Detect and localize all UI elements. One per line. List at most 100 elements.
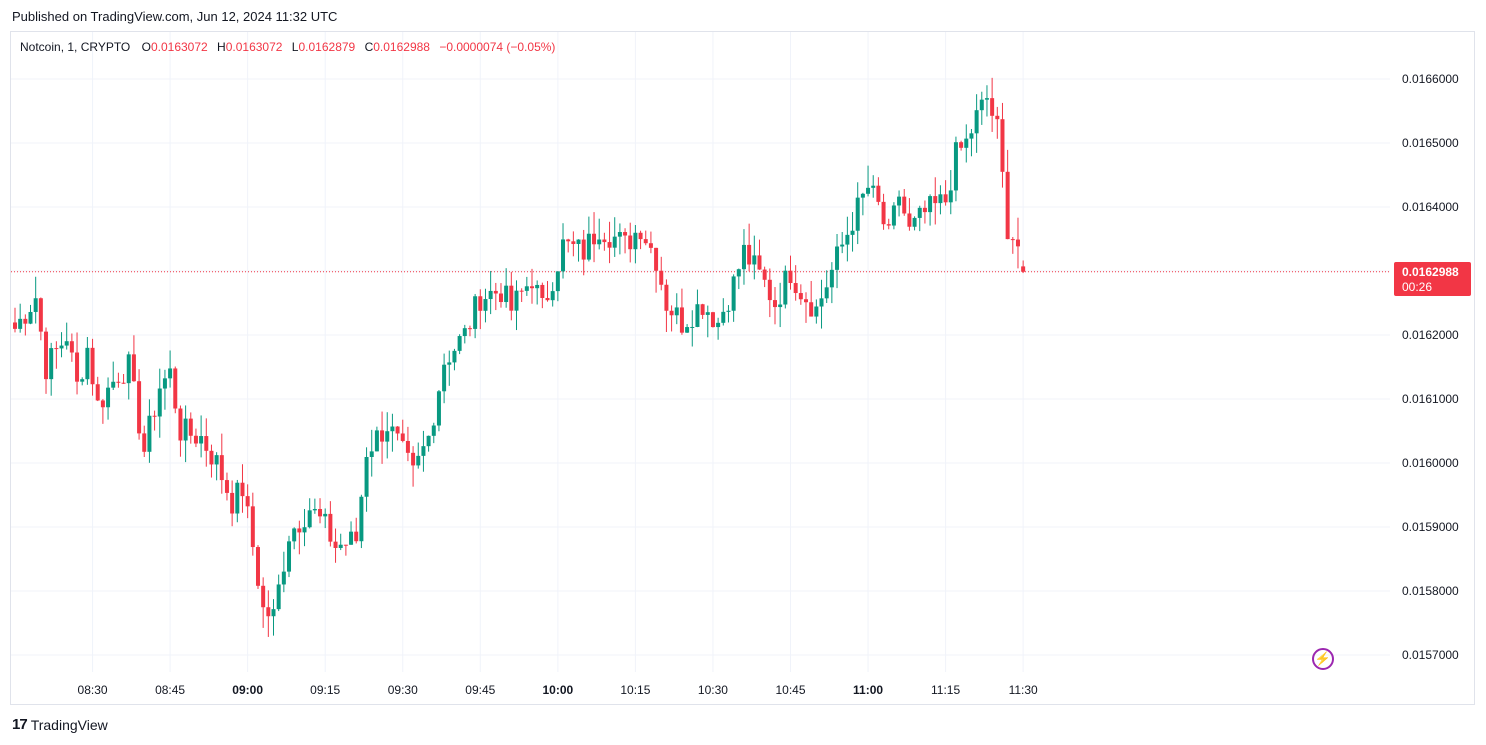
candle-body <box>721 311 726 323</box>
x-tick-label: 09:00 <box>232 683 263 697</box>
candle-body <box>1005 171 1010 240</box>
candle-body <box>380 430 385 442</box>
candle-body <box>1021 266 1026 272</box>
legend-symbol: Notcoin, 1, CRYPTO <box>20 40 131 54</box>
candle-body <box>13 322 17 329</box>
candle-body <box>674 307 679 316</box>
candle-body <box>302 527 307 533</box>
x-tick-label: 11:30 <box>1009 683 1038 697</box>
candle-body <box>855 197 860 231</box>
candle-body <box>157 388 162 417</box>
candle-body <box>819 298 824 307</box>
candle-body <box>452 350 457 363</box>
legend-low: 0.0162879 <box>298 40 356 54</box>
candle-body <box>28 311 33 324</box>
candle-body <box>168 368 173 379</box>
candle-body <box>736 269 741 277</box>
candle-body <box>498 293 503 303</box>
footer-brand-name: TradingView <box>30 716 108 733</box>
x-axis: 08:30 08:45 09:00 09:15 09:30 09:45 10:00 10:15… <box>78 683 1039 697</box>
candle-body <box>209 450 214 465</box>
y-tick-label: 0.0160000 <box>1402 456 1459 470</box>
x-tick-label: 08:30 <box>78 683 108 697</box>
y-tick-label: 0.0158000 <box>1402 584 1459 598</box>
candle-body <box>240 482 245 497</box>
candle-body <box>928 196 933 213</box>
candle-body <box>359 496 364 542</box>
candle-body <box>292 528 297 542</box>
candle-body <box>938 194 943 204</box>
x-tick-label: 09:15 <box>310 683 340 697</box>
legend-close: 0.0162988 <box>373 40 430 54</box>
candle-body <box>111 381 116 388</box>
candle-body <box>250 506 255 548</box>
candle-body <box>493 290 498 294</box>
candle-body <box>943 194 948 203</box>
candle-body <box>85 347 90 380</box>
candle-body <box>69 341 74 353</box>
candle-body <box>964 138 969 148</box>
candle-body <box>685 327 690 333</box>
candle-body <box>535 284 540 289</box>
lightning-icon[interactable]: ⚡ <box>1312 648 1334 670</box>
legend-close-label: C <box>364 40 374 54</box>
candle-body <box>488 290 493 300</box>
candle-body <box>643 239 648 244</box>
candle-body <box>478 296 483 311</box>
candle-body <box>343 544 348 546</box>
candle-body <box>814 306 819 317</box>
footer-brand: 17 TradingView <box>12 716 108 733</box>
candle-body <box>204 436 209 451</box>
last-price-badge: 0.0162988 00:26 <box>1394 262 1471 296</box>
candle-body <box>741 244 746 270</box>
x-tick-label: 11:15 <box>931 683 960 697</box>
candle-body <box>829 269 834 288</box>
candle-body <box>752 255 757 265</box>
y-tick-label: 0.0165000 <box>1402 136 1459 150</box>
candle-body <box>214 455 219 465</box>
candle-body <box>860 193 865 198</box>
chart-frame[interactable] <box>10 31 1475 705</box>
candle-body <box>504 285 509 303</box>
candle-body <box>235 482 240 514</box>
candle-body <box>312 508 317 511</box>
candle-body <box>633 232 638 250</box>
candle-body <box>483 299 488 311</box>
candle-body <box>933 196 938 204</box>
candle-body <box>95 384 100 401</box>
candle-body <box>990 98 995 116</box>
bar-countdown: 00:26 <box>1402 280 1433 294</box>
candle-body <box>121 382 126 384</box>
candle-body <box>628 235 633 250</box>
x-tick-label: 09:30 <box>388 683 418 697</box>
legend-high-label: H <box>217 40 226 54</box>
candle-body <box>323 513 328 517</box>
candle-body <box>550 291 555 301</box>
candle-body <box>597 239 602 245</box>
candle-body <box>669 310 674 316</box>
candle-body <box>349 531 354 545</box>
candle-body <box>953 142 958 191</box>
candle-body <box>979 99 984 111</box>
candle-body <box>617 232 622 237</box>
candle-body <box>473 296 478 329</box>
candle-body <box>369 451 374 457</box>
candle-body <box>33 298 38 312</box>
candle-body <box>178 408 183 441</box>
x-tick-label: 10:30 <box>698 683 728 697</box>
candle-body <box>64 341 69 346</box>
candle-body <box>984 98 989 100</box>
candle-body <box>783 270 788 305</box>
tradingview-logo-icon: 17 <box>12 716 28 733</box>
y-tick-label: 0.0164000 <box>1402 200 1459 214</box>
candle-body <box>586 233 591 260</box>
candle-body <box>462 328 467 337</box>
candle-body <box>457 336 462 351</box>
published-caption: Published on TradingView.com, Jun 12, 20… <box>12 9 338 24</box>
candle-body <box>49 348 54 380</box>
candle-body <box>255 547 260 586</box>
legend-open-label: O <box>141 40 151 54</box>
candle-body <box>922 207 927 213</box>
candle-body <box>18 318 23 329</box>
